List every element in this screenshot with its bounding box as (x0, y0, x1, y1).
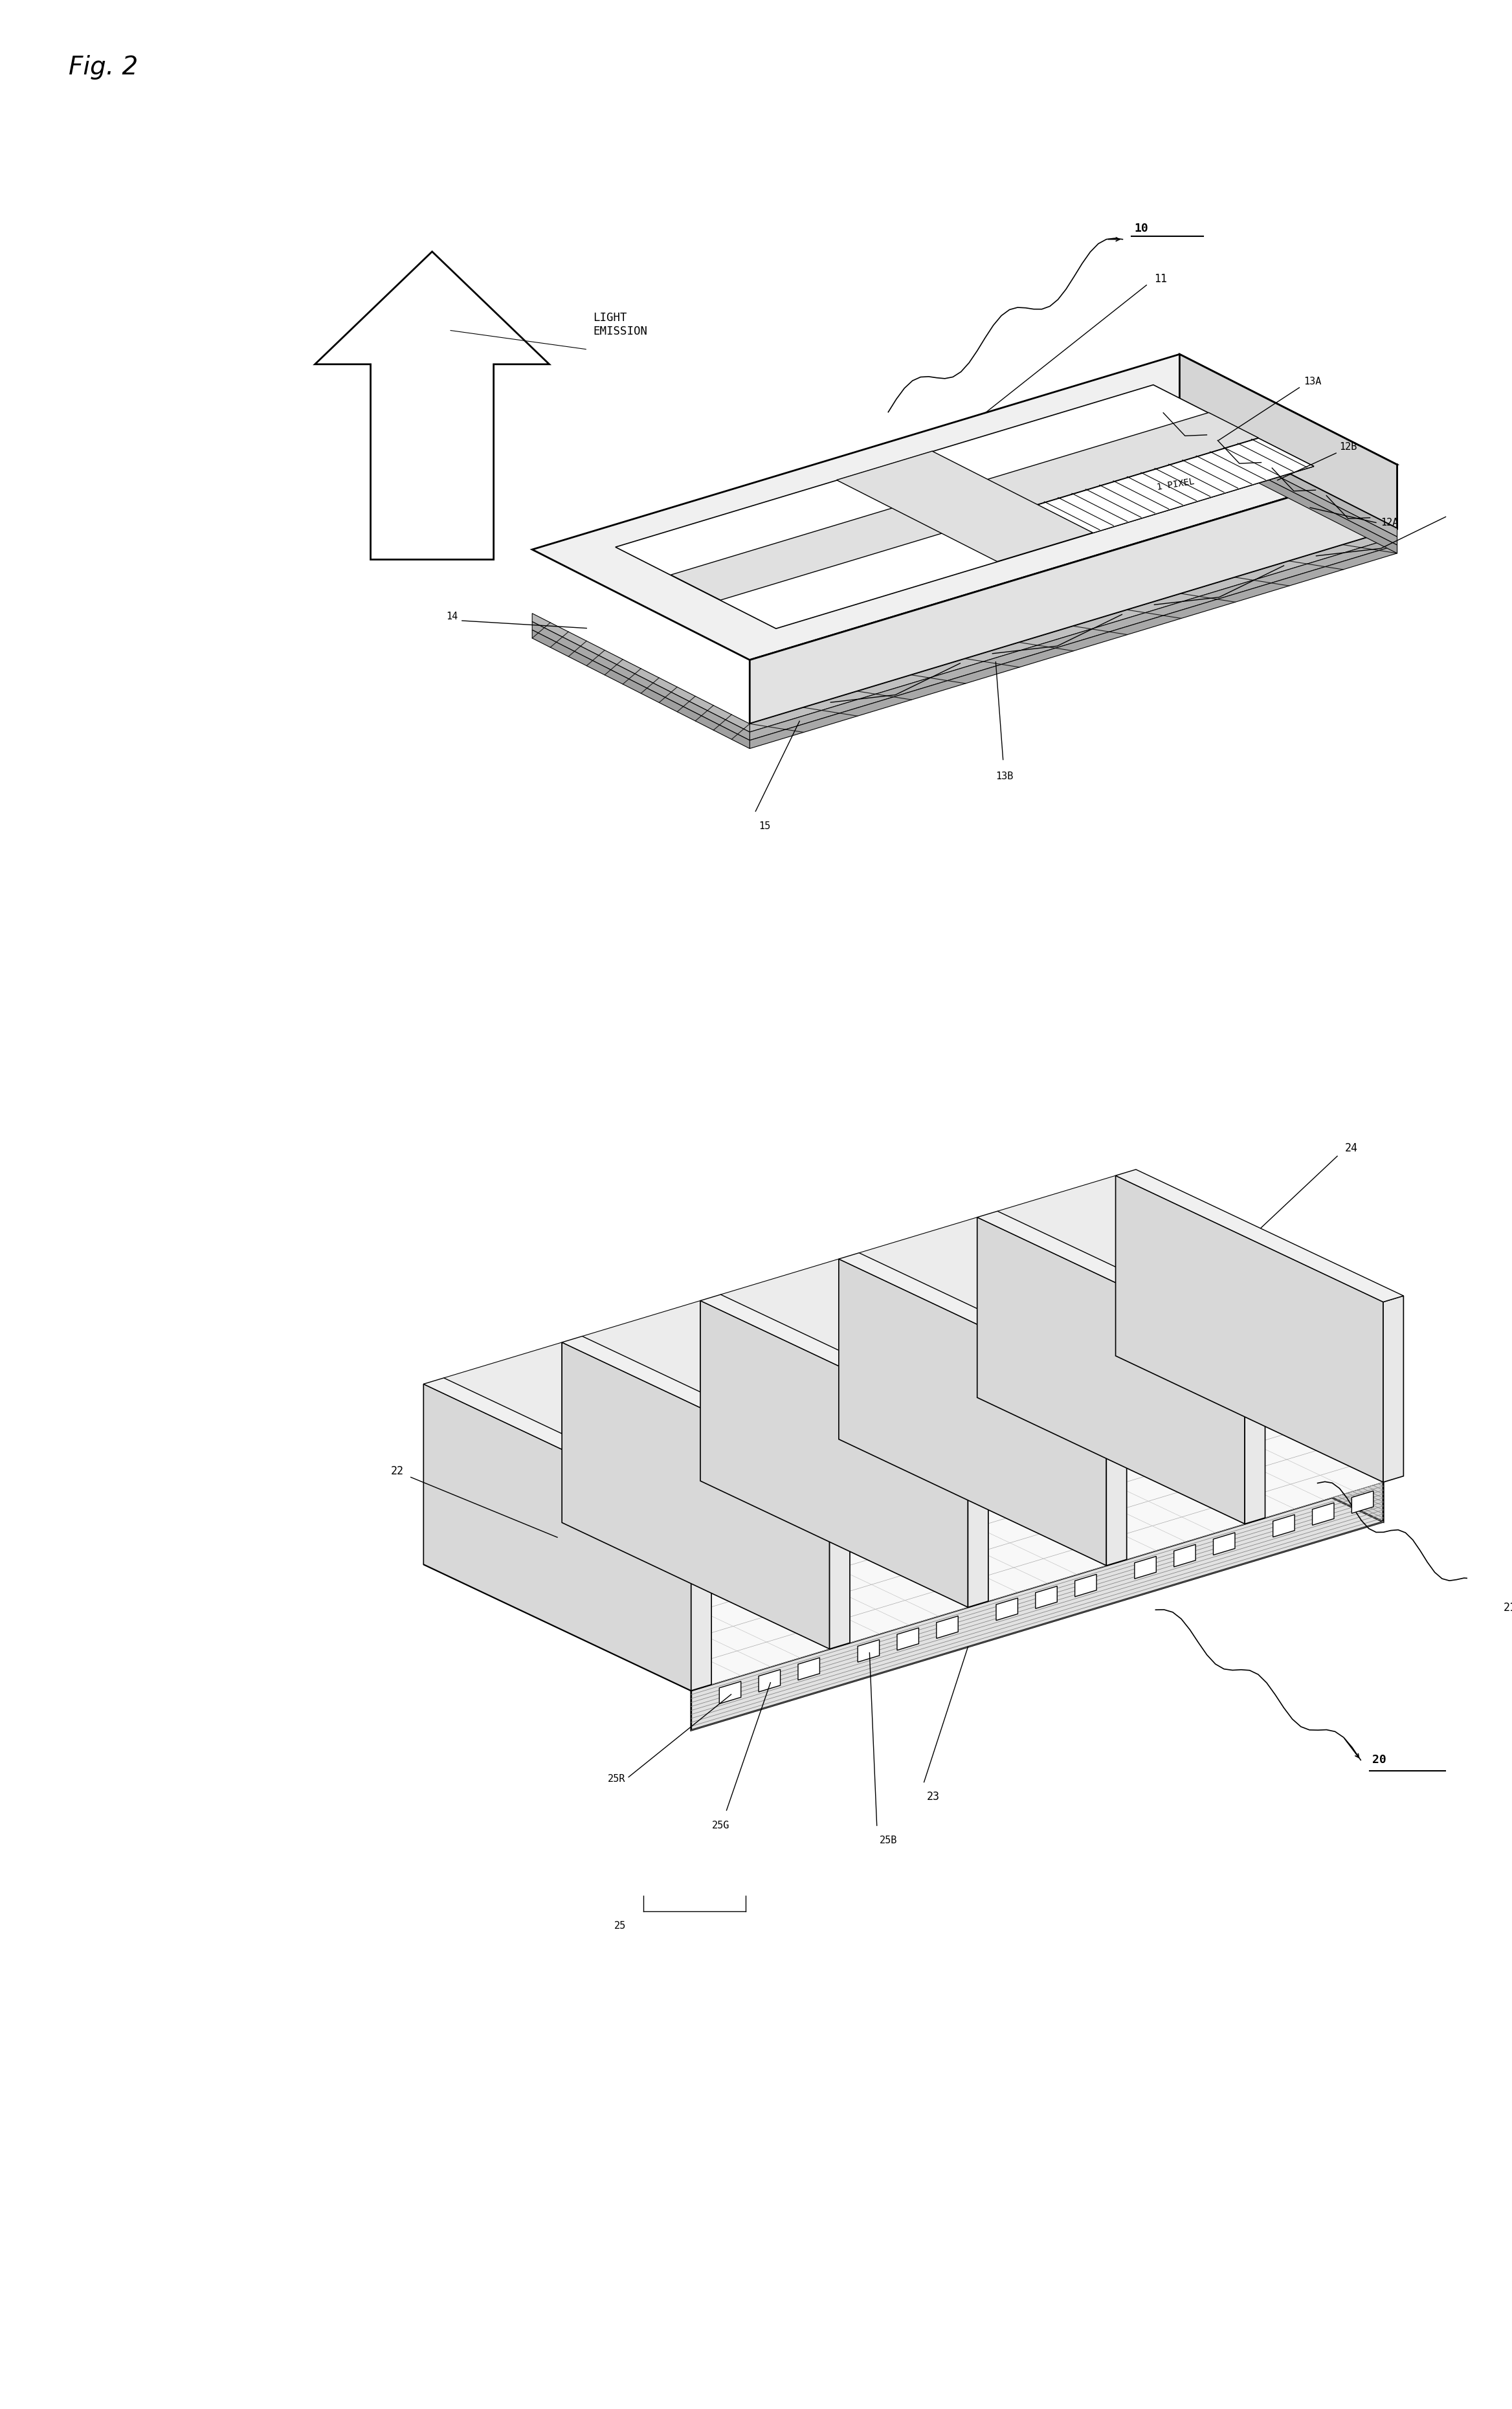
Polygon shape (989, 1385, 1107, 1602)
Polygon shape (830, 1462, 850, 1648)
Polygon shape (1116, 1168, 1403, 1301)
Polygon shape (562, 1342, 830, 1648)
Text: 20: 20 (1373, 1754, 1387, 1766)
Text: 22: 22 (390, 1465, 404, 1477)
Polygon shape (1179, 434, 1397, 554)
Polygon shape (998, 1176, 1116, 1392)
Polygon shape (836, 450, 1093, 561)
Polygon shape (720, 1681, 741, 1703)
Polygon shape (897, 1628, 919, 1650)
Text: Fig. 2: Fig. 2 (68, 55, 138, 79)
Polygon shape (1037, 438, 1314, 532)
Polygon shape (759, 1669, 780, 1691)
Text: 13B: 13B (996, 771, 1013, 781)
Polygon shape (1266, 1301, 1383, 1518)
Polygon shape (857, 1641, 880, 1662)
Polygon shape (996, 1597, 1018, 1621)
Text: 11: 11 (1154, 272, 1167, 284)
Polygon shape (721, 1260, 839, 1474)
Polygon shape (839, 1253, 1126, 1385)
Text: 23: 23 (927, 1790, 940, 1802)
Text: LIGHT
EMISSION: LIGHT EMISSION (593, 313, 647, 337)
Polygon shape (1244, 1337, 1266, 1525)
Polygon shape (582, 1301, 700, 1518)
Polygon shape (671, 412, 1258, 600)
Polygon shape (1107, 1380, 1126, 1566)
Polygon shape (750, 528, 1397, 732)
Text: 21: 21 (1503, 1602, 1512, 1614)
Polygon shape (532, 354, 1397, 660)
Polygon shape (532, 622, 750, 740)
Polygon shape (562, 1337, 850, 1469)
Polygon shape (532, 629, 750, 749)
Polygon shape (977, 1217, 1244, 1525)
Polygon shape (839, 1260, 1107, 1566)
Polygon shape (1116, 1176, 1383, 1482)
Polygon shape (1173, 1544, 1196, 1566)
Polygon shape (1036, 1585, 1057, 1609)
Polygon shape (798, 1657, 820, 1679)
Polygon shape (750, 537, 1397, 740)
Polygon shape (1213, 1532, 1235, 1554)
Polygon shape (859, 1217, 977, 1433)
Polygon shape (936, 1616, 959, 1638)
Polygon shape (750, 544, 1397, 749)
Polygon shape (1126, 1344, 1244, 1559)
Polygon shape (423, 1385, 691, 1691)
Polygon shape (1179, 426, 1397, 544)
Polygon shape (1134, 1556, 1157, 1578)
Text: 25B: 25B (880, 1836, 898, 1845)
Polygon shape (850, 1426, 968, 1643)
Text: 13A: 13A (1303, 376, 1321, 385)
Text: 25G: 25G (712, 1821, 729, 1831)
Text: 10: 10 (1134, 222, 1149, 234)
Polygon shape (532, 614, 750, 732)
Polygon shape (700, 1301, 968, 1607)
Polygon shape (423, 1378, 712, 1510)
Polygon shape (968, 1421, 989, 1607)
Text: 14: 14 (446, 612, 458, 622)
Polygon shape (1352, 1491, 1373, 1513)
Text: 15: 15 (759, 821, 770, 831)
Polygon shape (712, 1469, 830, 1684)
Polygon shape (1179, 354, 1397, 528)
Text: 25: 25 (614, 1922, 626, 1932)
Polygon shape (977, 1212, 1266, 1344)
Text: 12B: 12B (1340, 443, 1356, 453)
Polygon shape (314, 251, 549, 559)
Polygon shape (1273, 1515, 1294, 1537)
Polygon shape (615, 385, 1314, 629)
Text: 25R: 25R (608, 1773, 626, 1783)
Polygon shape (691, 1482, 1383, 1730)
Polygon shape (750, 465, 1397, 723)
Polygon shape (423, 1356, 1383, 1691)
Polygon shape (700, 1294, 989, 1426)
Polygon shape (1179, 419, 1397, 537)
Polygon shape (691, 1503, 712, 1691)
Text: 24: 24 (1344, 1142, 1358, 1154)
Text: 12A: 12A (1380, 518, 1399, 528)
Text: 1 PIXEL: 1 PIXEL (1157, 477, 1194, 491)
Polygon shape (1383, 1296, 1403, 1482)
Polygon shape (1116, 1356, 1383, 1522)
Polygon shape (1075, 1575, 1096, 1597)
Polygon shape (445, 1342, 562, 1559)
Polygon shape (1312, 1503, 1334, 1525)
